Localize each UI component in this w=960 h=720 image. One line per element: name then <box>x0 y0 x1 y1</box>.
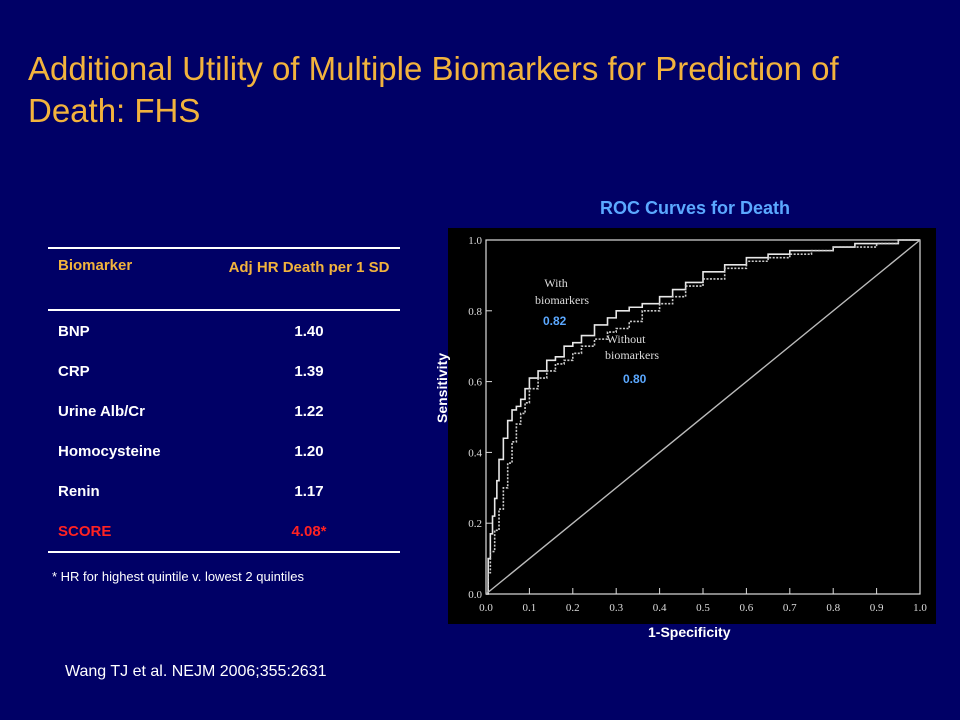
x-tick-label: 0.2 <box>566 602 580 614</box>
citation: Wang TJ et al. NEJM 2006;355:2631 <box>65 663 327 680</box>
row-biomarker: Renin <box>58 482 100 500</box>
x-tick-label: 0.9 <box>870 602 884 614</box>
row-biomarker: Homocysteine <box>58 442 161 460</box>
roc-plot-panel: 0.0 0.2 0.4 0.6 0.8 1.0 0.0 0.1 0.2 0.3 0.4 0.5 0.6 0… <box>448 228 936 624</box>
table-header-rule <box>48 309 400 311</box>
x-tick-label: 0.4 <box>653 602 667 614</box>
table-row: CRP 1.39 <box>48 351 400 391</box>
row-biomarker: CRP <box>58 362 90 380</box>
x-axis-label: 1-Specificity <box>648 624 731 640</box>
chart-title: ROC Curves for Death <box>599 198 791 218</box>
table-row: Renin 1.17 <box>48 471 400 511</box>
row-hr: 1.40 <box>294 322 324 340</box>
x-tick-label: 0.0 <box>479 602 493 614</box>
row-hr: 1.39 <box>294 362 324 380</box>
x-tick-label: 0.1 <box>523 602 537 614</box>
score-row: SCORE 4.08* <box>48 511 400 551</box>
y-tick-label: 0.4 <box>468 447 482 459</box>
slide-title: Additional Utility of Multiple Biomarker… <box>28 50 839 129</box>
biomarker-table: Biomarker Adj HR Death per 1 SD BNP 1.40… <box>48 247 400 553</box>
table-row: Urine Alb/Cr 1.22 <box>48 391 400 431</box>
reference-diagonal <box>485 239 921 595</box>
table-footnote: * HR for highest quintile v. lowest 2 qu… <box>52 569 304 584</box>
roc-line-with-biomarkers <box>486 239 920 595</box>
row-hr: 1.20 <box>294 442 324 460</box>
x-tick-label: 0.7 <box>783 602 797 614</box>
header-biomarker: Biomarker <box>58 257 133 274</box>
roc-chart: 0.0 0.2 0.4 0.6 0.8 1.0 0.0 0.1 0.2 0.3 0.4 0.5 0.6 0… <box>468 235 927 614</box>
header-hr: Adj HR Death per 1 SD <box>228 259 390 276</box>
series-label-with-line2: biomarkers <box>535 293 589 307</box>
auc-label-without: 0.80 <box>623 372 647 386</box>
series-label-without-line2: biomarkers <box>605 348 659 362</box>
row-biomarker: Urine Alb/Cr <box>58 402 145 420</box>
x-tick-label: 1.0 <box>913 602 927 614</box>
row-biomarker: BNP <box>58 322 90 340</box>
roc-line-without-biomarkers <box>486 239 920 595</box>
y-axis-label: Sensitivity <box>434 352 450 424</box>
series-label-with-line1: With <box>544 276 568 290</box>
score-label: SCORE <box>58 522 112 540</box>
table-row: BNP 1.40 <box>48 311 400 351</box>
row-hr: 1.17 <box>294 482 324 500</box>
series-label-without-line1: Without <box>607 332 647 346</box>
table-top-rule <box>48 247 400 249</box>
y-tick-label: 0.0 <box>468 589 482 601</box>
x-tick-label: 0.8 <box>826 602 840 614</box>
table-header: Biomarker Adj HR Death per 1 SD <box>48 249 400 309</box>
y-tick-label: 0.2 <box>468 518 482 530</box>
table-bottom-rule <box>48 551 400 553</box>
table-row: Homocysteine 1.20 <box>48 431 400 471</box>
x-tick-label: 0.5 <box>696 602 710 614</box>
y-tick-label: 0.6 <box>468 377 482 389</box>
x-tick-label: 0.6 <box>740 602 754 614</box>
x-tick-label: 0.3 <box>609 602 623 614</box>
score-value: 4.08* <box>291 522 327 540</box>
y-tick-label: 0.8 <box>468 306 482 318</box>
auc-label-with: 0.82 <box>543 314 567 328</box>
y-tick-label: 1.0 <box>468 235 482 247</box>
row-hr: 1.22 <box>294 402 324 420</box>
